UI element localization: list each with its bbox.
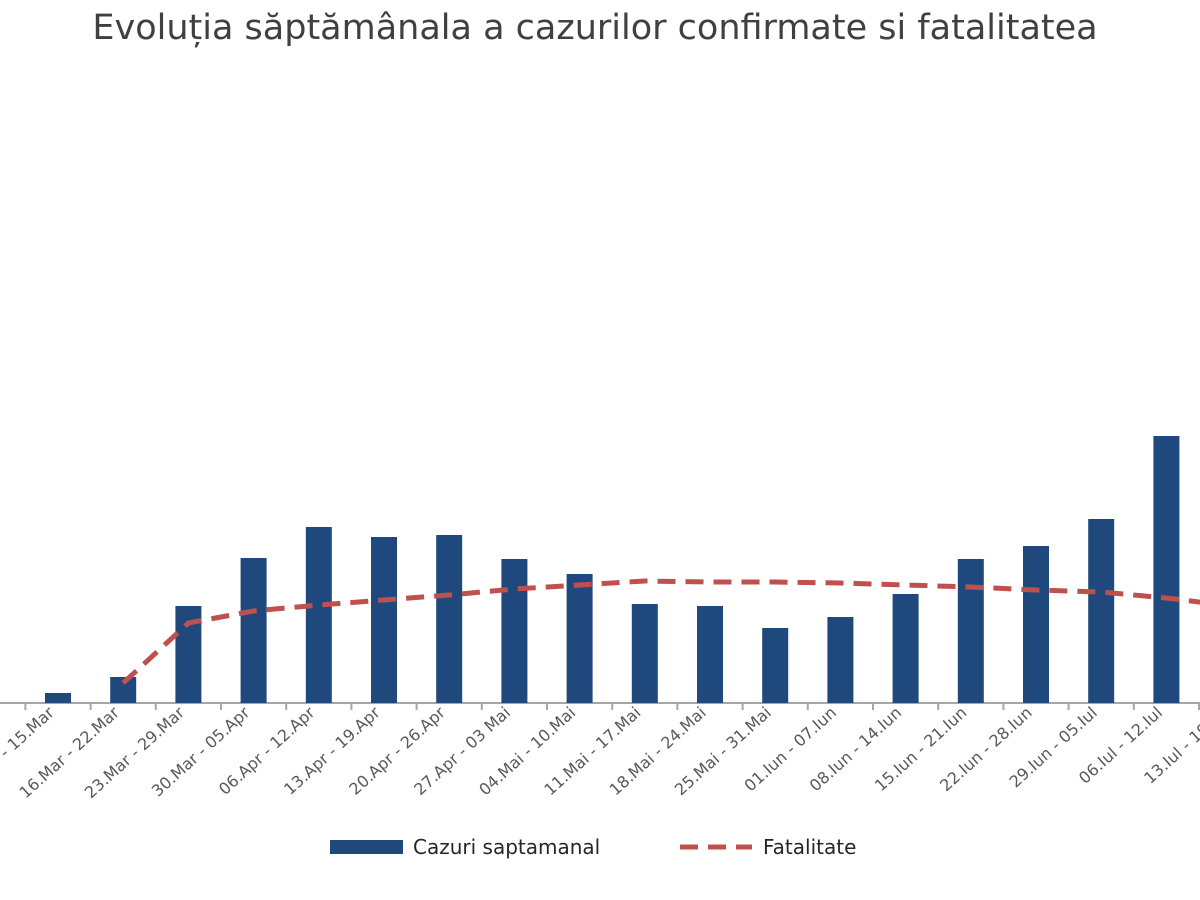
- bar: [1088, 519, 1115, 703]
- bar: [892, 594, 919, 703]
- bar: [631, 604, 658, 703]
- bar: [697, 606, 723, 703]
- fatality-line: [121, 578, 1200, 685]
- legend-label-cases: Cazuri saptamanal: [413, 835, 600, 859]
- bar: [1153, 436, 1180, 703]
- bar: [371, 537, 397, 703]
- bar: [827, 617, 854, 703]
- bar: [45, 693, 71, 703]
- legend-bar-swatch: [330, 840, 403, 854]
- bar: [957, 559, 984, 703]
- legend-label-fatality: Fatalitate: [763, 835, 856, 859]
- bar: [566, 574, 593, 703]
- bar: [240, 558, 267, 703]
- bar: [762, 628, 789, 703]
- bar: [1023, 546, 1049, 703]
- chart-title: Evoluția săptămânala a cazurilor confirm…: [92, 8, 1098, 48]
- bar: [436, 535, 463, 703]
- bar: [501, 559, 528, 703]
- bar: [305, 527, 332, 703]
